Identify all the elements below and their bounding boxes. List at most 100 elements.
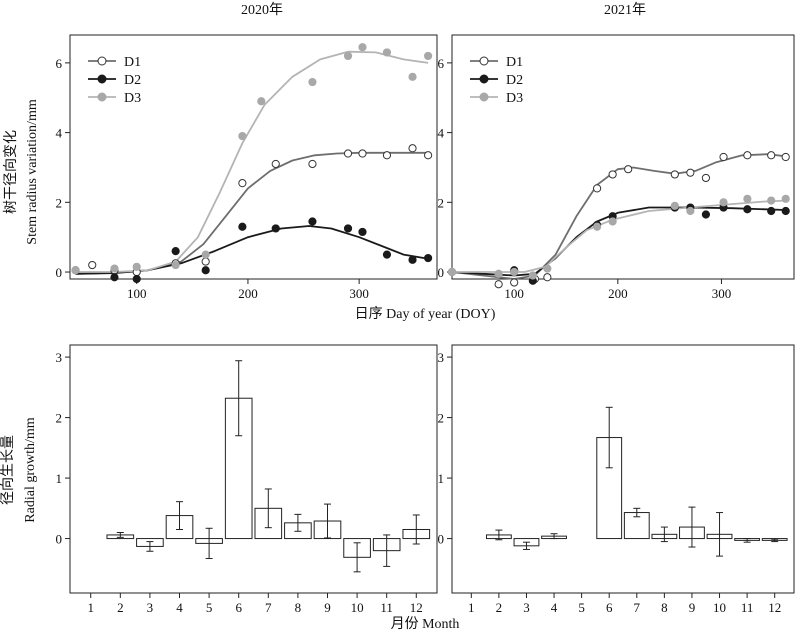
x-tick-label: 300 xyxy=(712,286,732,301)
data-point-d2 xyxy=(308,217,317,226)
y-tick-label: 4 xyxy=(438,126,445,141)
data-point-d1 xyxy=(670,170,679,179)
legend-label-d3: D3 xyxy=(124,91,141,106)
data-point-d3 xyxy=(510,267,519,277)
y-tick-label: 6 xyxy=(56,56,63,71)
y-tick-label: 1 xyxy=(438,471,445,486)
x-tick-label: 200 xyxy=(238,286,258,301)
data-point-d3 xyxy=(719,198,728,207)
data-point-d2 xyxy=(110,273,119,282)
data-point-d3 xyxy=(608,217,617,226)
data-point-d3 xyxy=(781,194,790,203)
data-point-d1 xyxy=(424,151,433,160)
x-tick-label: 12 xyxy=(768,600,781,615)
x-axis-label-top: 日序 Day of year (DOY) xyxy=(355,306,496,322)
data-point-d1 xyxy=(88,260,97,270)
legend-marker-d1 xyxy=(479,56,489,66)
data-point-d3 xyxy=(171,260,180,270)
x-tick-label: 5 xyxy=(578,600,585,615)
data-point-d3 xyxy=(343,51,353,61)
x-tick-label: 5 xyxy=(206,600,213,615)
data-point-d1 xyxy=(382,151,392,160)
data-point-d1 xyxy=(781,152,790,162)
data-point-d3 xyxy=(670,201,679,210)
y-tick-label: 1 xyxy=(56,471,63,486)
data-point-d2 xyxy=(343,224,353,233)
x-tick-label: 1 xyxy=(87,600,94,615)
data-point-d2 xyxy=(201,266,210,275)
y-axis-label-bottom-cn: 径向生长量 xyxy=(0,435,16,505)
x-tick-label: 4 xyxy=(176,600,183,615)
data-point-d1 xyxy=(719,152,728,162)
plot-frame xyxy=(451,34,795,280)
data-point-d3 xyxy=(358,43,367,52)
y-axis-label-bottom-en: Radial growth/mm xyxy=(23,417,38,522)
data-point-d3 xyxy=(543,264,552,273)
data-point-d2 xyxy=(701,210,711,219)
x-tick-label: 11 xyxy=(380,600,393,615)
x-tick-label: 10 xyxy=(713,600,726,615)
x-tick-label: 200 xyxy=(608,286,628,301)
y-tick-label: 2 xyxy=(56,195,63,210)
x-tick-label: 3 xyxy=(523,600,530,615)
data-point-d2 xyxy=(424,253,433,263)
data-point-d1 xyxy=(494,280,503,289)
data-point-d3 xyxy=(743,194,752,203)
data-point-d2 xyxy=(171,247,180,256)
data-point-d3 xyxy=(257,97,266,106)
y-tick-label: 2 xyxy=(56,411,63,426)
x-tick-label: 12 xyxy=(410,600,423,615)
data-point-d3 xyxy=(424,51,433,61)
x-tick-label: 300 xyxy=(349,286,369,301)
fit-line-d1 xyxy=(451,153,786,280)
data-point-d3 xyxy=(132,262,141,271)
data-point-d1 xyxy=(408,144,417,153)
x-tick-label: 7 xyxy=(265,600,272,615)
x-tick-label: 100 xyxy=(127,286,147,301)
data-point-d1 xyxy=(271,159,280,169)
data-point-d3 xyxy=(110,264,119,273)
data-point-d1 xyxy=(358,149,367,158)
x-tick-label: 2 xyxy=(496,600,503,615)
legend-marker-d3 xyxy=(479,92,489,102)
data-point-d1 xyxy=(201,257,210,266)
plot-frame xyxy=(69,34,438,280)
fit-line-d1 xyxy=(75,151,429,275)
data-point-d1 xyxy=(592,184,602,193)
x-tick-label: 8 xyxy=(661,600,668,615)
data-point-d2 xyxy=(271,224,280,233)
legend-label-d1: D1 xyxy=(506,55,523,70)
data-point-d1 xyxy=(543,273,552,282)
y-tick-label: 2 xyxy=(438,195,445,210)
x-tick-label: 3 xyxy=(147,600,154,615)
legend-label-d3: D3 xyxy=(506,91,523,106)
fit-line-d3 xyxy=(75,50,429,273)
data-point-d1 xyxy=(238,179,247,188)
legend-label-d1: D1 xyxy=(124,55,141,70)
fit-line-d3 xyxy=(452,199,786,273)
legend-label-d2: D2 xyxy=(506,73,523,88)
data-point-d2 xyxy=(743,205,752,214)
x-tick-label: 8 xyxy=(295,600,302,615)
panel-title-2020: 2020年 xyxy=(241,2,283,18)
data-point-d1 xyxy=(624,165,633,174)
data-point-d2 xyxy=(767,206,776,216)
x-tick-label: 9 xyxy=(689,600,696,615)
data-point-d3 xyxy=(767,196,776,205)
x-tick-label: 6 xyxy=(606,600,613,615)
data-point-d3 xyxy=(308,77,317,87)
data-point-d3 xyxy=(238,131,247,141)
x-tick-label: 6 xyxy=(235,600,242,615)
legend-marker-d2 xyxy=(97,74,107,84)
legend-label-d2: D2 xyxy=(124,73,141,88)
data-point-d2 xyxy=(382,250,392,259)
data-point-d1 xyxy=(743,151,752,160)
data-point-d1 xyxy=(308,159,317,169)
x-tick-label: 11 xyxy=(741,600,754,615)
y-tick-label: 0 xyxy=(56,532,63,547)
y-tick-label: 2 xyxy=(438,411,445,426)
data-point-d3 xyxy=(686,206,695,216)
y-axis-label-top-en: Stem radius variation/mm xyxy=(25,99,40,245)
data-point-d3 xyxy=(528,271,537,280)
